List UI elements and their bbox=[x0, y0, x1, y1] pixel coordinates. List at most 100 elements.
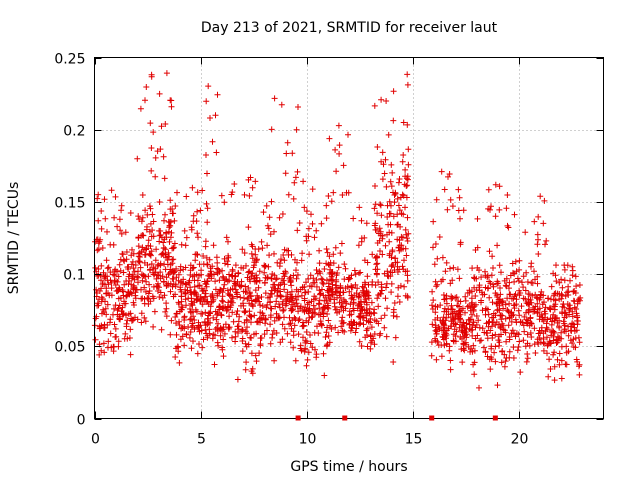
data-point bbox=[218, 192, 225, 199]
data-point bbox=[454, 302, 461, 309]
data-point bbox=[448, 306, 455, 312]
data-point bbox=[253, 358, 260, 365]
data-point bbox=[313, 267, 320, 273]
data-point bbox=[544, 342, 551, 349]
data-point bbox=[565, 323, 572, 330]
data-point bbox=[267, 314, 274, 321]
data-point bbox=[263, 304, 270, 311]
data-point bbox=[452, 294, 459, 301]
data-point bbox=[123, 312, 129, 319]
data-point bbox=[161, 244, 167, 251]
data-point bbox=[499, 312, 506, 319]
data-point bbox=[305, 225, 312, 232]
data-point bbox=[400, 152, 407, 158]
data-point bbox=[203, 330, 210, 337]
data-point bbox=[353, 290, 360, 297]
data-point bbox=[172, 291, 179, 298]
data-point bbox=[289, 307, 295, 313]
data-point bbox=[203, 152, 209, 158]
data-point bbox=[172, 354, 179, 360]
data-point bbox=[574, 314, 581, 321]
data-point bbox=[363, 220, 370, 227]
data-point bbox=[355, 302, 361, 309]
data-point bbox=[300, 334, 306, 341]
data-point bbox=[142, 97, 148, 104]
data-point bbox=[168, 229, 175, 236]
data-point bbox=[196, 341, 202, 347]
data-point bbox=[392, 255, 399, 262]
data-point bbox=[186, 279, 193, 286]
data-point bbox=[476, 384, 482, 391]
data-point bbox=[572, 273, 579, 280]
data-point bbox=[514, 347, 521, 354]
data-point bbox=[396, 237, 403, 244]
data-point bbox=[180, 276, 187, 283]
data-point bbox=[300, 178, 307, 185]
data-point bbox=[110, 343, 117, 350]
data-point bbox=[440, 320, 447, 327]
data-point bbox=[403, 183, 410, 189]
data-point bbox=[243, 316, 250, 323]
data-point bbox=[229, 285, 236, 292]
data-point bbox=[545, 373, 552, 380]
data-point bbox=[170, 244, 177, 251]
data-point bbox=[374, 210, 381, 217]
data-point bbox=[520, 284, 527, 291]
data-point bbox=[107, 277, 114, 284]
data-point bbox=[232, 333, 239, 340]
data-point bbox=[125, 263, 132, 270]
data-point bbox=[100, 280, 106, 287]
data-point bbox=[107, 269, 114, 276]
data-point bbox=[189, 273, 196, 280]
data-point bbox=[171, 240, 178, 247]
data-point bbox=[280, 252, 287, 258]
data-point bbox=[374, 295, 381, 302]
data-point bbox=[364, 309, 371, 316]
data-point bbox=[168, 97, 175, 104]
data-point bbox=[476, 324, 483, 331]
data-point bbox=[488, 345, 495, 352]
data-point bbox=[552, 272, 559, 279]
data-point bbox=[220, 298, 226, 305]
data-point bbox=[261, 331, 268, 338]
data-point bbox=[139, 192, 146, 198]
data-point bbox=[199, 344, 206, 351]
data-point bbox=[441, 308, 448, 315]
y-tick-label: 0.15 bbox=[54, 196, 85, 212]
data-point bbox=[457, 311, 464, 318]
data-point bbox=[390, 359, 397, 365]
data-point bbox=[549, 315, 556, 322]
data-point bbox=[115, 273, 122, 280]
data-point bbox=[371, 331, 378, 337]
data-point bbox=[306, 299, 312, 306]
data-point bbox=[520, 337, 527, 344]
data-point bbox=[518, 303, 525, 310]
data-point bbox=[289, 301, 296, 308]
data-point bbox=[553, 262, 559, 269]
data-point bbox=[183, 302, 189, 309]
data-point bbox=[271, 287, 278, 294]
data-point bbox=[194, 208, 201, 215]
data-point bbox=[182, 264, 189, 271]
data-point bbox=[506, 279, 513, 286]
data-point bbox=[134, 155, 141, 162]
data-point bbox=[311, 329, 318, 336]
data-point bbox=[264, 274, 271, 281]
data-point bbox=[268, 198, 275, 205]
data-point bbox=[338, 240, 345, 247]
data-point bbox=[300, 319, 306, 326]
data-point bbox=[104, 322, 111, 328]
data-point bbox=[466, 289, 473, 296]
data-point bbox=[131, 276, 138, 283]
data-point bbox=[134, 273, 140, 280]
data-point bbox=[469, 326, 476, 333]
data-point bbox=[390, 117, 397, 124]
data-point bbox=[350, 215, 357, 222]
data-point bbox=[98, 208, 105, 214]
data-point bbox=[214, 339, 221, 346]
data-point bbox=[388, 289, 395, 296]
data-point bbox=[512, 316, 519, 323]
data-point bbox=[299, 284, 306, 291]
data-point bbox=[150, 233, 157, 240]
data-point bbox=[570, 297, 577, 304]
